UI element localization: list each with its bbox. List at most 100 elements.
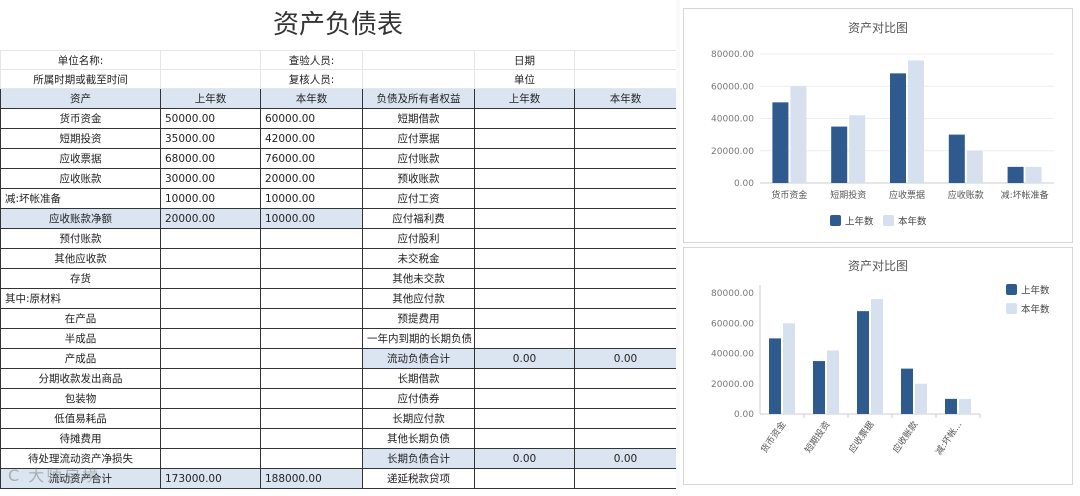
cell-liability-this-year[interactable] [574, 228, 676, 249]
bar-prev-year[interactable] [945, 398, 957, 414]
cell-asset-name[interactable]: 产成品 [0, 348, 161, 369]
bar-this-year[interactable] [783, 323, 795, 414]
cell-liability-name[interactable]: 应付票据 [362, 128, 475, 149]
pane-divider[interactable] [676, 0, 680, 496]
cell-liability-prev-year[interactable] [474, 228, 575, 249]
cell-liability-this-year[interactable] [574, 248, 676, 269]
bar-this-year[interactable] [966, 150, 983, 183]
cell-asset-name[interactable]: 包装物 [0, 388, 161, 409]
legend-swatch[interactable] [1006, 303, 1017, 314]
cell-liability-name[interactable]: 短期借款 [362, 108, 475, 129]
cell-liability-name[interactable]: 预收账款 [362, 168, 475, 189]
cell-asset-name[interactable]: 预付账款 [0, 228, 161, 249]
cell-liability-this-year[interactable] [574, 148, 676, 169]
bar-this-year[interactable] [915, 383, 927, 414]
cell-liability-this-year[interactable]: 0.00 [574, 448, 676, 469]
cell-liability-this-year[interactable] [574, 388, 676, 409]
cell-liability-this-year[interactable] [574, 308, 676, 329]
cell-liability-prev-year[interactable] [474, 468, 575, 489]
cell-liability-name[interactable]: 应付福利费 [362, 208, 475, 229]
bar-prev-year[interactable] [831, 126, 848, 183]
cell-asset-prev-year[interactable]: 10000.00 [160, 188, 261, 209]
legend-swatch[interactable] [1006, 284, 1017, 295]
column-header-asset-prev-year[interactable]: 上年数 [160, 88, 261, 109]
cell-liability-name[interactable]: 长期借款 [362, 368, 475, 389]
cell-liability-name[interactable]: 其他应付款 [362, 288, 475, 309]
column-header-liability-prev-year[interactable]: 上年数 [474, 88, 575, 109]
column-header-liability-this-year[interactable]: 本年数 [574, 88, 676, 109]
meta-cell[interactable] [574, 69, 676, 89]
cell-asset-name[interactable]: 应收账款净额 [0, 208, 161, 229]
cell-liability-this-year[interactable] [574, 408, 676, 429]
cell-asset-this-year[interactable]: 42000.00 [260, 128, 363, 149]
cell-asset-name[interactable]: 短期投资 [0, 128, 161, 149]
meta-cell[interactable] [160, 50, 261, 70]
cell-asset-this-year[interactable] [260, 388, 363, 409]
cell-asset-prev-year[interactable]: 173000.00 [160, 468, 261, 489]
cell-asset-name[interactable]: 其他应收款 [0, 248, 161, 269]
cell-liability-this-year[interactable] [574, 268, 676, 289]
cell-liability-prev-year[interactable] [474, 288, 575, 309]
cell-asset-this-year[interactable] [260, 268, 363, 289]
cell-asset-this-year[interactable] [260, 428, 363, 449]
cell-asset-name[interactable]: 待摊费用 [0, 428, 161, 449]
cell-asset-this-year[interactable]: 10000.00 [260, 208, 363, 229]
meta-cell[interactable]: 日期 [474, 50, 575, 70]
cell-asset-name[interactable]: 减:坏帐准备 [0, 188, 161, 209]
cell-asset-this-year[interactable] [260, 368, 363, 389]
cell-liability-prev-year[interactable]: 0.00 [474, 348, 575, 369]
cell-liability-this-year[interactable]: 0.00 [574, 348, 676, 369]
cell-liability-prev-year[interactable] [474, 408, 575, 429]
meta-cell[interactable] [362, 69, 475, 89]
bar-this-year[interactable] [959, 398, 971, 414]
cell-liability-this-year[interactable] [574, 188, 676, 209]
cell-liability-this-year[interactable] [574, 288, 676, 309]
cell-asset-prev-year[interactable] [160, 248, 261, 269]
bar-this-year[interactable] [790, 86, 807, 183]
cell-asset-prev-year[interactable]: 30000.00 [160, 168, 261, 189]
cell-asset-this-year[interactable] [260, 408, 363, 429]
column-header-asset-this-year[interactable]: 本年数 [260, 88, 363, 109]
bar-this-year[interactable] [908, 60, 924, 184]
cell-asset-this-year[interactable] [260, 348, 363, 369]
cell-asset-name[interactable]: 存货 [0, 268, 161, 289]
cell-asset-name[interactable]: 货币资金 [0, 108, 161, 129]
cell-asset-name[interactable]: 应收账款 [0, 168, 161, 189]
bar-prev-year[interactable] [857, 311, 869, 414]
bar-prev-year[interactable] [813, 361, 825, 414]
cell-asset-this-year[interactable] [260, 448, 363, 469]
bar-prev-year[interactable] [901, 368, 913, 414]
cell-asset-name[interactable]: 低值易耗品 [0, 408, 161, 429]
asset-comparison-chart-top[interactable]: 资产对比图 0.00 20000.00 40000.00 60000.00 80000.0… [684, 9, 1072, 242]
cell-asset-name[interactable]: 在产品 [0, 308, 161, 329]
cell-liability-prev-year[interactable] [474, 188, 575, 209]
cell-liability-prev-year[interactable] [474, 268, 575, 289]
bar-prev-year[interactable] [1007, 166, 1024, 183]
cell-liability-prev-year[interactable]: 0.00 [474, 448, 575, 469]
meta-cell[interactable]: 单位名称: [0, 50, 161, 70]
cell-liability-name[interactable]: 流动负债合计 [362, 348, 475, 369]
bar-this-year[interactable] [849, 115, 866, 183]
cell-asset-name[interactable]: 半成品 [0, 328, 161, 349]
cell-asset-prev-year[interactable]: 20000.00 [160, 208, 261, 229]
cell-liability-prev-year[interactable] [474, 148, 575, 169]
cell-liability-prev-year[interactable] [474, 368, 575, 389]
cell-asset-prev-year[interactable]: 68000.00 [160, 148, 261, 169]
cell-liability-this-year[interactable] [574, 328, 676, 349]
meta-cell[interactable]: 查验人员: [260, 50, 363, 70]
bar-prev-year[interactable] [769, 338, 781, 414]
cell-asset-prev-year[interactable]: 50000.00 [160, 108, 261, 129]
cell-liability-name[interactable]: 其他未交款 [362, 268, 475, 289]
column-header-asset-name[interactable]: 资产 [0, 88, 161, 109]
cell-liability-name[interactable]: 长期负债合计 [362, 448, 475, 469]
cell-asset-name[interactable]: 其中:原材料 [0, 288, 161, 309]
cell-liability-name[interactable]: 应付账款 [362, 148, 475, 169]
legend-swatch[interactable] [830, 215, 841, 226]
meta-cell[interactable]: 所属时期或截至时间 [0, 69, 161, 89]
cell-asset-prev-year[interactable] [160, 448, 261, 469]
cell-liability-name[interactable]: 应付工资 [362, 188, 475, 209]
cell-liability-this-year[interactable] [574, 428, 676, 449]
legend-label[interactable]: 本年数 [1021, 304, 1050, 316]
cell-liability-prev-year[interactable] [474, 388, 575, 409]
cell-liability-name[interactable]: 递延税款贷项 [362, 468, 475, 489]
